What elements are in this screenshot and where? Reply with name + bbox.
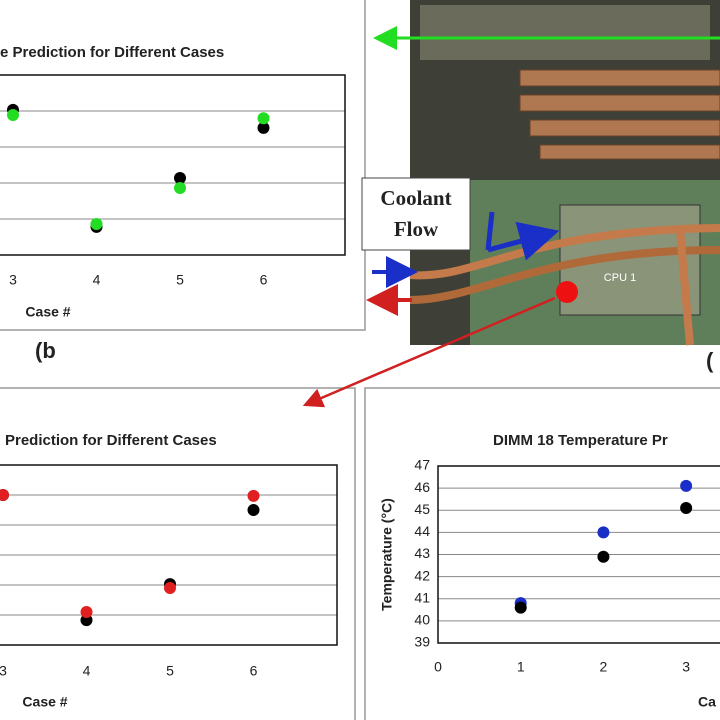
x-axis-label: Case # <box>22 694 67 710</box>
y-tick-label: 44 <box>414 523 430 539</box>
y-tick-label: 45 <box>414 501 430 517</box>
y-tick-label: 46 <box>414 479 430 495</box>
data-point <box>680 502 693 515</box>
y-tick-label: 42 <box>414 567 430 583</box>
data-point <box>514 601 527 614</box>
data-point <box>597 550 610 563</box>
chart-title: DIMM 18 Temperature Pr <box>493 432 668 449</box>
x-tick-label: 3 <box>682 659 690 675</box>
x-tick-label: 1 <box>517 659 525 675</box>
data-point <box>257 112 270 125</box>
x-axis-label: Case # <box>25 304 70 320</box>
y-axis-label: Temperature (°C) <box>379 498 395 611</box>
x-tick-label: 3 <box>0 663 7 679</box>
data-point <box>680 479 693 492</box>
data-point <box>174 182 186 195</box>
plot-frame <box>437 465 720 644</box>
x-tick-label: 3 <box>9 272 17 288</box>
y-tick-label: 43 <box>414 545 430 561</box>
x-tick-label: 4 <box>93 272 101 288</box>
y-tick-label: 47 <box>414 457 430 473</box>
data-point <box>247 504 260 516</box>
data-point <box>174 171 186 184</box>
y-tick-label: 39 <box>414 634 430 650</box>
data-point <box>0 489 9 501</box>
x-axis-label: Ca <box>698 694 716 710</box>
x-tick-label: 4 <box>83 663 91 679</box>
data-point <box>80 606 93 618</box>
coolant-box <box>361 177 471 251</box>
x-tick-label: 5 <box>176 272 184 288</box>
x-tick-label: 6 <box>260 272 268 288</box>
data-point <box>257 121 270 134</box>
panel-label: (b <box>35 338 56 363</box>
data-point <box>597 526 610 539</box>
y-tick-label: 41 <box>414 589 430 605</box>
cpu-label: CPU 1 <box>604 272 636 284</box>
panel-label: ( <box>706 348 714 373</box>
chart-title: Prediction for Different Cases <box>5 432 217 449</box>
plot-frame <box>0 74 346 256</box>
data-point <box>7 108 19 121</box>
coolant-text: Flow <box>394 217 439 241</box>
y-tick-label: 40 <box>414 612 430 628</box>
pointer-arrow <box>302 296 556 408</box>
data-point <box>164 582 176 594</box>
coolant-text: Coolant <box>380 186 451 210</box>
photo: CPU 1 <box>409 0 720 346</box>
x-tick-label: 5 <box>166 663 174 679</box>
flow-arrow <box>485 212 540 250</box>
data-point <box>247 489 260 502</box>
sensor-dot <box>556 281 578 303</box>
x-tick-label: 0 <box>434 659 442 675</box>
data-point <box>90 218 103 231</box>
chart-title: e Prediction for Different Cases <box>0 44 224 61</box>
x-tick-label: 6 <box>250 663 258 679</box>
plot-frame <box>0 464 338 646</box>
x-tick-label: 2 <box>600 659 608 675</box>
